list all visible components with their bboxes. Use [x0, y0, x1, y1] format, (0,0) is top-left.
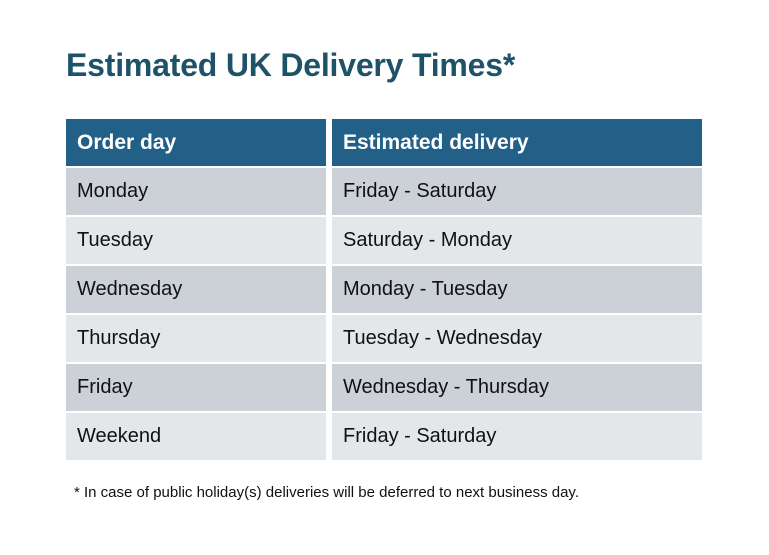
cell-order-day: Friday: [66, 364, 326, 411]
cell-estimated-delivery: Saturday - Monday: [332, 217, 702, 264]
table-row: Thursday Tuesday - Wednesday: [66, 315, 702, 362]
table-row: Wednesday Monday - Tuesday: [66, 266, 702, 313]
cell-order-day: Tuesday: [66, 217, 326, 264]
table-row: Friday Wednesday - Thursday: [66, 364, 702, 411]
column-header-order-day: Order day: [66, 119, 326, 166]
table-row: Weekend Friday - Saturday: [66, 413, 702, 460]
cell-estimated-delivery: Wednesday - Thursday: [332, 364, 702, 411]
table-row: Monday Friday - Saturday: [66, 168, 702, 215]
cell-order-day: Weekend: [66, 413, 326, 460]
table-row: Tuesday Saturday - Monday: [66, 217, 702, 264]
footnote-text: * In case of public holiday(s) deliverie…: [74, 484, 579, 501]
cell-order-day: Thursday: [66, 315, 326, 362]
cell-estimated-delivery: Friday - Saturday: [332, 413, 702, 460]
cell-order-day: Monday: [66, 168, 326, 215]
page-title: Estimated UK Delivery Times*: [66, 47, 516, 83]
cell-estimated-delivery: Tuesday - Wednesday: [332, 315, 702, 362]
cell-order-day: Wednesday: [66, 266, 326, 313]
delivery-times-table: Order day Estimated delivery Monday Frid…: [66, 119, 702, 462]
cell-estimated-delivery: Friday - Saturday: [332, 168, 702, 215]
column-header-estimated-delivery: Estimated delivery: [332, 119, 702, 166]
table-header-row: Order day Estimated delivery: [66, 119, 702, 166]
cell-estimated-delivery: Monday - Tuesday: [332, 266, 702, 313]
